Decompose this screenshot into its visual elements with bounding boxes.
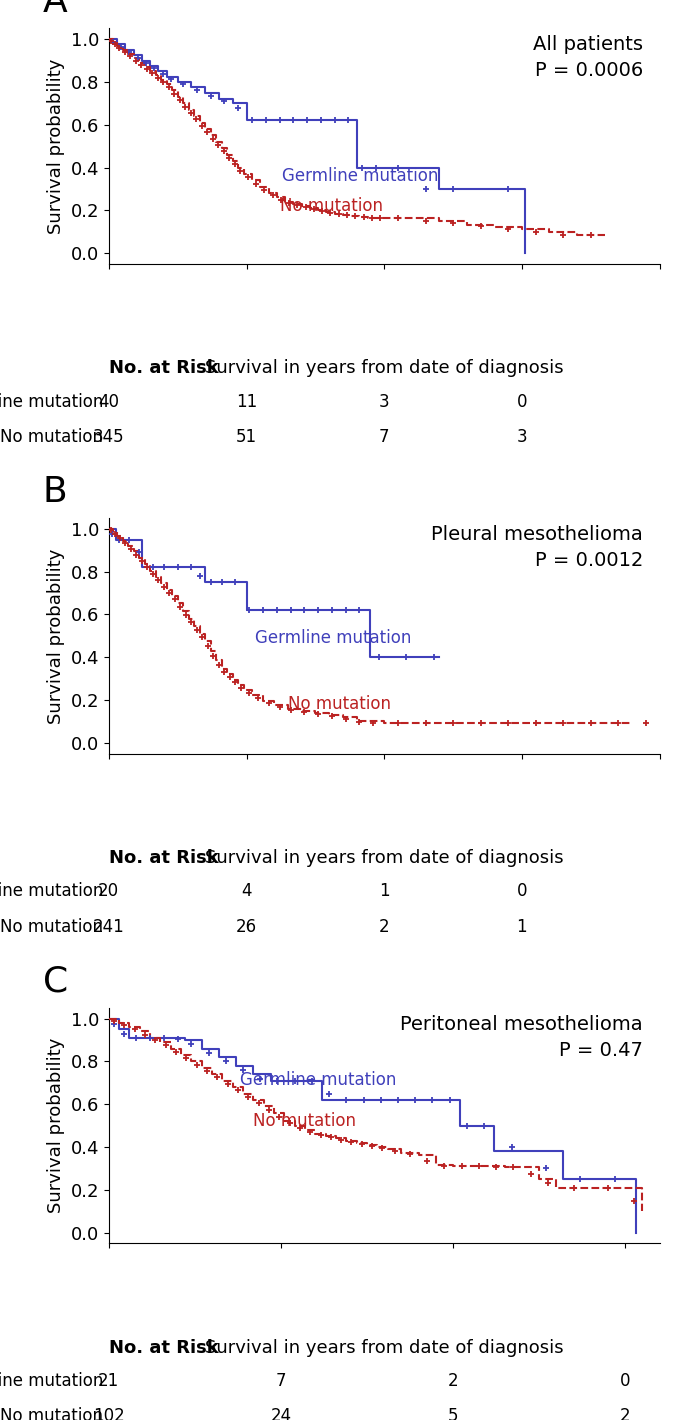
Text: 2: 2 [620, 1407, 630, 1420]
Text: Germline mutation: Germline mutation [255, 629, 411, 646]
Text: No mutation: No mutation [279, 196, 383, 214]
Text: 7: 7 [379, 427, 390, 446]
Text: No. at Risk: No. at Risk [109, 849, 218, 868]
Text: 7: 7 [275, 1372, 286, 1390]
Text: C: C [43, 964, 68, 998]
Text: No mutation: No mutation [0, 1407, 103, 1420]
Text: No mutation: No mutation [0, 917, 103, 936]
Text: Germline mutation: Germline mutation [0, 882, 103, 900]
Text: 20: 20 [98, 882, 120, 900]
Text: Germline mutation: Germline mutation [0, 392, 103, 410]
Text: 2: 2 [379, 917, 390, 936]
Text: Germline mutation: Germline mutation [0, 1372, 103, 1390]
Text: No mutation: No mutation [254, 1112, 356, 1130]
Text: Pleural mesothelioma: Pleural mesothelioma [431, 525, 643, 544]
Text: 0: 0 [517, 392, 527, 410]
Text: 40: 40 [99, 392, 119, 410]
Text: 24: 24 [271, 1407, 292, 1420]
Text: 4: 4 [241, 882, 252, 900]
Text: P = 0.0006: P = 0.0006 [535, 61, 643, 81]
Y-axis label: Survival probability: Survival probability [47, 548, 65, 724]
Text: Peritoneal mesothelioma: Peritoneal mesothelioma [401, 1015, 643, 1034]
Y-axis label: Survival probability: Survival probability [47, 1038, 65, 1213]
Text: No mutation: No mutation [0, 427, 103, 446]
Text: 3: 3 [379, 392, 390, 410]
Text: Survival in years from date of diagnosis: Survival in years from date of diagnosis [205, 849, 564, 868]
Text: Germline mutation: Germline mutation [239, 1071, 396, 1089]
Text: 3: 3 [517, 427, 527, 446]
Text: 51: 51 [236, 427, 257, 446]
Text: B: B [43, 474, 67, 508]
Text: 0: 0 [620, 1372, 630, 1390]
Text: 1: 1 [517, 917, 527, 936]
Text: Survival in years from date of diagnosis: Survival in years from date of diagnosis [205, 359, 564, 378]
Text: No mutation: No mutation [288, 694, 391, 713]
Text: P = 0.0012: P = 0.0012 [534, 551, 643, 569]
Text: All patients: All patients [533, 36, 643, 54]
Text: No. at Risk: No. at Risk [109, 359, 218, 378]
Text: 1: 1 [379, 882, 390, 900]
Text: No. at Risk: No. at Risk [109, 1339, 218, 1356]
Y-axis label: Survival probability: Survival probability [47, 58, 65, 234]
Text: 11: 11 [236, 392, 257, 410]
Text: 102: 102 [93, 1407, 124, 1420]
Text: 26: 26 [236, 917, 257, 936]
Text: Survival in years from date of diagnosis: Survival in years from date of diagnosis [205, 1339, 564, 1356]
Text: 5: 5 [448, 1407, 458, 1420]
Text: P = 0.47: P = 0.47 [559, 1041, 643, 1059]
Text: 0: 0 [517, 882, 527, 900]
Text: Germline mutation: Germline mutation [282, 166, 439, 185]
Text: A: A [43, 0, 67, 18]
Text: 21: 21 [98, 1372, 120, 1390]
Text: 241: 241 [93, 917, 124, 936]
Text: 345: 345 [93, 427, 124, 446]
Text: 2: 2 [447, 1372, 458, 1390]
